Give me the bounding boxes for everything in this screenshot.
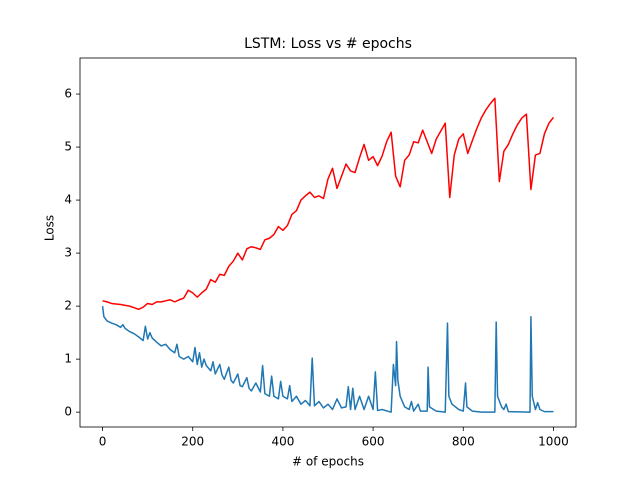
plot-frame [79,57,577,428]
x-tick-label: 600 [362,435,385,449]
y-tick-label: 6 [64,87,72,101]
x-tick-label: 800 [452,435,475,449]
x-axis-label: # of epochs [292,455,364,469]
x-tick-label: 0 [99,435,107,449]
y-tick-label: 5 [64,140,72,154]
y-tick-label: 4 [64,193,72,207]
x-tick-label: 400 [271,435,294,449]
series-line [102,97,555,311]
y-axis-label: Loss [43,215,57,241]
y-tick-label: 1 [64,352,72,366]
chart-title: LSTM: Loss vs # epochs [244,36,412,52]
x-tick-label: 200 [181,435,204,449]
y-tick-label: 0 [64,405,72,419]
series-line [101,306,554,413]
x-tick-label: 1000 [538,435,569,449]
y-tick-label: 3 [64,246,72,260]
y-tick-label: 2 [64,299,72,313]
